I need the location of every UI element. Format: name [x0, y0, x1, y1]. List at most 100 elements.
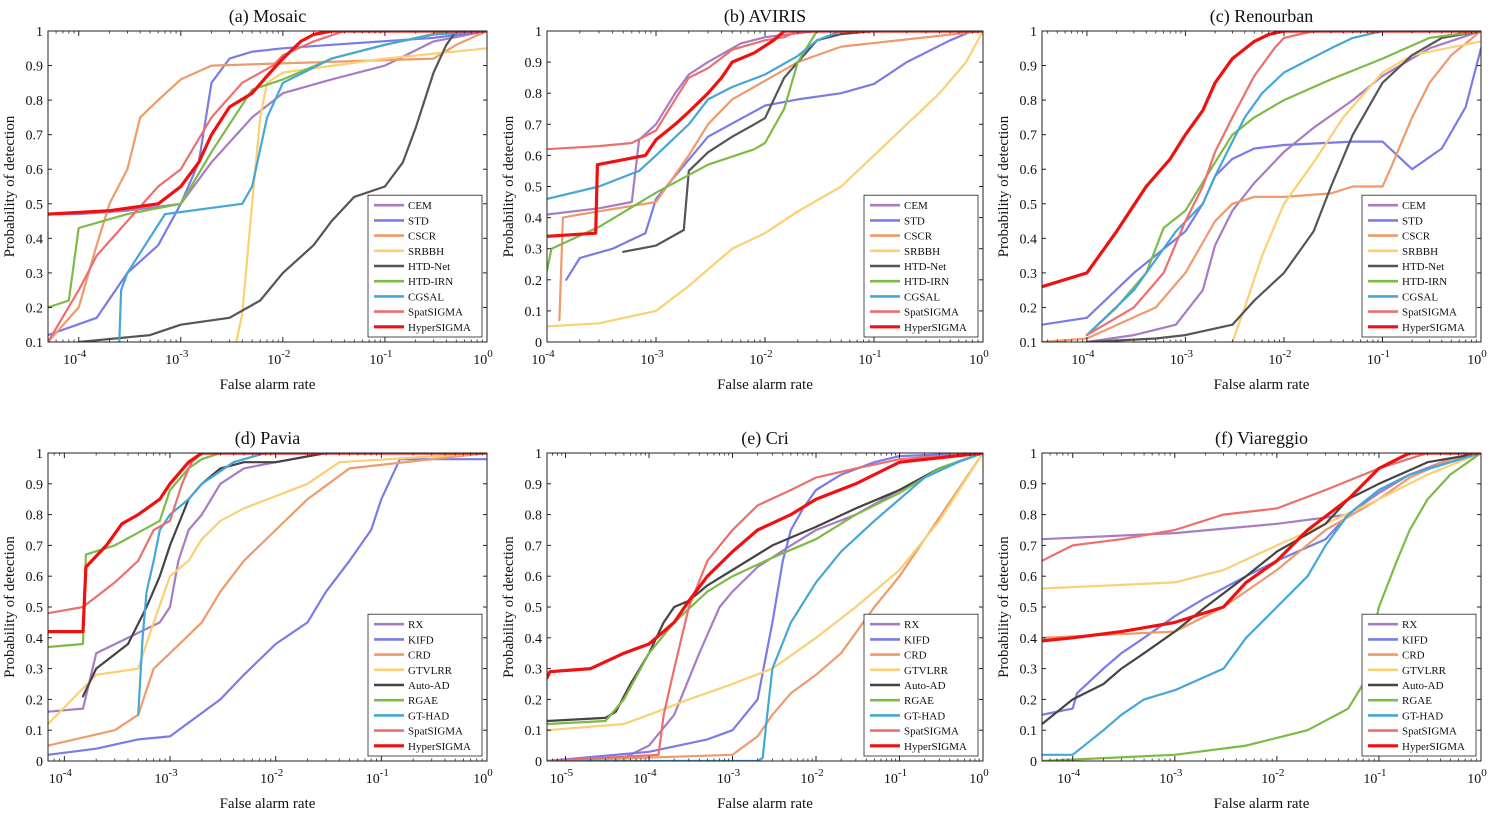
series-line-spatsigma — [547, 453, 983, 761]
y-tick-label: 0.3 — [525, 243, 543, 258]
x-tick-label: 10-1 — [1363, 767, 1386, 787]
x-tick-label: 10-3 — [165, 348, 189, 368]
series-line-spatsigma — [1042, 453, 1481, 562]
chart-panel-1: 0.1 0.2 0.3 0.4 0.5 0.6 0.7 0.8 0.9 1 10-4 10-3 10-2… — [2, 6, 493, 393]
x-tick-label: 10-3 — [640, 348, 664, 368]
legend-label: HyperSIGMA — [904, 322, 967, 334]
x-axis-label: False alarm rate — [1214, 796, 1310, 812]
chart-title: (f) Viareggio — [1215, 428, 1308, 449]
y-tick-label: 0.6 — [26, 570, 44, 585]
legend-label: CGSAL — [1402, 291, 1438, 303]
x-tick-label: 100 — [473, 767, 493, 787]
x-tick-label: 10-1 — [858, 348, 881, 368]
legend-label: GT-HAD — [904, 710, 945, 722]
y-axis-label: Probability of detection — [501, 115, 517, 257]
y-tick-label: 0.1 — [1020, 336, 1038, 351]
y-tick-label: 0.5 — [1020, 198, 1038, 213]
x-tick-label: 10-2 — [800, 767, 823, 787]
series-line-crd — [48, 453, 487, 747]
legend-label: GT-HAD — [408, 710, 449, 722]
legend-label: Auto-AD — [1402, 680, 1444, 692]
y-tick-label: 0.2 — [1020, 301, 1038, 316]
legend-label: SpatSIGMA — [1402, 307, 1457, 319]
legend: RX KIFD CRD GTVLRR Auto-AD RGAE GT-HAD SpatSIGM… — [367, 613, 483, 757]
y-tick-label: 1 — [535, 447, 542, 462]
x-tick-label: 10-4 — [49, 767, 73, 787]
series-line-htd-net — [1085, 31, 1481, 342]
legend-label: CSCR — [408, 231, 437, 243]
y-tick-label: 0.4 — [1020, 232, 1038, 247]
series-line-spatsigma — [1085, 31, 1481, 337]
chart-title: (a) Mosaic — [229, 6, 306, 27]
legend-label: CRD — [408, 650, 431, 662]
y-tick-label: 0.1 — [525, 724, 543, 739]
series-line-kifd — [547, 453, 983, 761]
y-axis-label: Probability of detection — [2, 536, 18, 678]
y-tick-label: 0.8 — [1020, 94, 1038, 109]
chart-panel-5: 0 0.1 0.2 0.3 0.4 0.5 0.6 0.7 0.8 0.9 1 10-5 10-4 10-… — [501, 428, 989, 812]
x-tick-label: 10-5 — [550, 767, 574, 787]
series-line-gt-had — [137, 453, 487, 716]
x-tick-label: 10-2 — [260, 767, 283, 787]
legend-label: CGSAL — [408, 291, 444, 303]
legend-label: HyperSIGMA — [1402, 741, 1465, 753]
legend-label: RX — [408, 619, 423, 631]
legend-label: GTVLRR — [408, 665, 453, 677]
x-tick-label: 10-4 — [63, 348, 87, 368]
series-line-srbbh — [235, 47, 487, 342]
legend: CEM STD CSCR SRBBH HTD-Net HTD-IRN CGSAL SpatSI… — [863, 194, 979, 338]
legend-label: HTD-Net — [1402, 261, 1444, 273]
y-tick-label: 0.7 — [525, 118, 543, 133]
legend-label: STD — [1402, 215, 1423, 227]
series-line-cscr — [48, 31, 487, 342]
legend-label: RGAE — [904, 695, 934, 707]
legend-label: HyperSIGMA — [408, 322, 471, 334]
legend-label: SpatSIGMA — [1402, 726, 1457, 738]
x-tick-label: 10-3 — [154, 767, 178, 787]
y-tick-label: 0.4 — [525, 632, 543, 647]
y-tick-label: 0.3 — [525, 663, 543, 678]
y-tick-label: 0.6 — [26, 163, 44, 178]
y-tick-label: 0.7 — [1020, 129, 1038, 144]
chart-panel-3: 0.1 0.2 0.3 0.4 0.5 0.6 0.7 0.8 0.9 1 10-4 10-3 10-2… — [996, 6, 1487, 393]
y-tick-label: 0.3 — [26, 267, 44, 282]
y-tick-label: 0.9 — [525, 478, 543, 493]
x-tick-label: 10-3 — [1159, 767, 1183, 787]
x-tick-label: 10-1 — [369, 348, 392, 368]
y-tick-label: 0.9 — [1020, 478, 1038, 493]
x-tick-label: 10-2 — [749, 348, 772, 368]
series-line-hypersigma — [48, 453, 487, 634]
series-line-cem — [1085, 31, 1481, 342]
x-tick-label: 10-3 — [1170, 348, 1194, 368]
legend-label: STD — [904, 215, 925, 227]
y-tick-label: 0.7 — [26, 129, 44, 144]
chart-panel-4: 0 0.1 0.2 0.3 0.4 0.5 0.6 0.7 0.8 0.9 1 10-4 10-3 10-… — [2, 428, 493, 812]
chart-title: (e) Cri — [741, 428, 788, 449]
x-tick-label: 10-4 — [1057, 767, 1081, 787]
legend-label: Auto-AD — [904, 680, 946, 692]
legend-label: HyperSIGMA — [408, 741, 471, 753]
legend-label: GTVLRR — [904, 665, 949, 677]
legend-label: HTD-IRN — [408, 276, 453, 288]
y-tick-label: 1 — [535, 25, 542, 40]
series-line-srbbh — [547, 31, 983, 328]
legend-label: CRD — [904, 650, 927, 662]
legend-label: SpatSIGMA — [408, 307, 463, 319]
y-tick-label: 1 — [1030, 447, 1037, 462]
y-tick-label: 0.2 — [525, 693, 543, 708]
x-tick-label: 100 — [473, 348, 493, 368]
y-tick-label: 1 — [36, 447, 43, 462]
y-tick-label: 1 — [1030, 25, 1037, 40]
y-tick-label: 0.8 — [1020, 509, 1038, 524]
x-tick-label: 10-4 — [1071, 348, 1095, 368]
y-tick-label: 0.5 — [525, 601, 543, 616]
legend: RX KIFD CRD GTVLRR Auto-AD RGAE GT-HAD SpatSIGM… — [1361, 613, 1477, 757]
series-line-std — [565, 31, 983, 281]
series-line-spatsigma — [547, 31, 983, 151]
y-tick-label: 0 — [36, 755, 43, 770]
chart-title: (d) Pavia — [235, 428, 300, 449]
series-line-srbbh — [1231, 40, 1481, 342]
x-tick-label: 10-2 — [267, 348, 290, 368]
y-tick-label: 0 — [535, 755, 542, 770]
x-axis-label: False alarm rate — [717, 377, 813, 393]
